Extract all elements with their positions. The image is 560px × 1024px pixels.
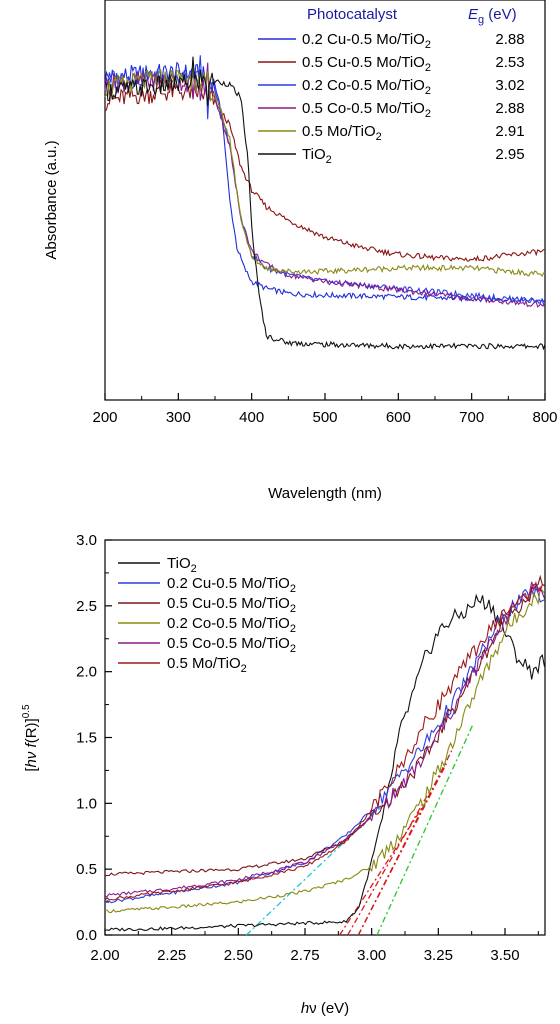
legend-label-bottom: TiO2 [167, 555, 197, 575]
x-tick-label-bottom: 2.00 [90, 947, 119, 964]
x-tick-label-top: 300 [166, 409, 191, 426]
x-axis-top: 200 300 400 500 600 700 800 [92, 393, 558, 426]
x-tick-label-top: 600 [386, 409, 411, 426]
legend-label-bottom: 0.2 Cu-0.5 Mo/TiO2 [167, 575, 296, 595]
series-group-top [104, 55, 546, 351]
legend-eg-value: 2.95 [495, 146, 524, 163]
x-tick-label-top: 800 [532, 409, 557, 426]
legend-label-bottom: 0.5 Mo/TiO2 [167, 655, 247, 675]
legend-label-bottom: 0.5 Co-0.5 Mo/TiO2 [167, 635, 296, 655]
x-tick-label-bottom: 3.50 [490, 947, 519, 964]
y-axis-label-top: Absorbance (a.u.) [43, 140, 60, 259]
tauc-fit-line [357, 750, 453, 936]
legend-label-top: 0.5 Co-0.5 Mo/TiO2 [302, 100, 431, 120]
legend-label-bottom: 0.5 Cu-0.5 Mo/TiO2 [167, 595, 296, 615]
legend-label-top: TiO2 [302, 146, 332, 166]
y-axis-bottom: 0.0 0.5 1.0 1.5 2.0 2.5 3.0 [76, 532, 112, 944]
chart-bottom: 2.00 2.25 2.50 2.75 3.00 3.25 3.50 0.0 0.5 1.0 1.… [21, 532, 546, 1017]
y-tick-label-bottom: 1.0 [76, 795, 97, 812]
tauc-fit-line [347, 789, 431, 936]
x-axis-label-bottom: hν (eV) [301, 1000, 349, 1017]
legend-label-top: 0.2 Co-0.5 Mo/TiO2 [302, 77, 431, 97]
x-tick-label-bottom: 2.25 [157, 947, 186, 964]
series-line-top [104, 56, 546, 351]
y-tick-label-bottom: 2.5 [76, 598, 97, 615]
y-tick-label-bottom: 1.5 [76, 730, 97, 747]
y-tick-label-bottom: 0.0 [76, 927, 97, 944]
x-tick-label-bottom: 2.50 [224, 947, 253, 964]
series-group-bottom [104, 574, 546, 932]
tauc-fit-line [376, 724, 474, 936]
x-tick-label-top: 200 [92, 409, 117, 426]
x-tick-label-bottom: 2.75 [290, 947, 319, 964]
series-line-bottom [104, 580, 546, 898]
series-line-top [104, 61, 546, 304]
x-axis-bottom: 2.00 2.25 2.50 2.75 3.00 3.25 3.50 [90, 928, 539, 964]
y-tick-label-bottom: 0.5 [76, 861, 97, 878]
legend-eg-value: 2.91 [495, 123, 524, 140]
legend-eg-value: 2.53 [495, 54, 524, 71]
x-tick-label-bottom: 3.00 [357, 947, 386, 964]
legend-label-top: 0.5 Mo/TiO2 [302, 123, 382, 143]
x-tick-label-top: 400 [239, 409, 264, 426]
legend-header-eg: Eg (eV) [468, 6, 517, 26]
legend-eg-value: 3.02 [495, 77, 524, 94]
legend-top: Photocatalyst Eg (eV) 0.2 Cu-0.5 Mo/TiO2… [258, 6, 525, 166]
legend-label-top: 0.2 Cu-0.5 Mo/TiO2 [302, 31, 431, 51]
x-tick-label-top: 500 [312, 409, 337, 426]
legend-eg-value: 2.88 [495, 31, 524, 48]
x-tick-label-bottom: 3.25 [424, 947, 453, 964]
series-line-bottom [104, 588, 545, 914]
y-tick-label-bottom: 2.0 [76, 664, 97, 681]
x-axis-label-top: Wavelength (nm) [268, 485, 382, 502]
y-tick-label-bottom: 3.0 [76, 532, 97, 549]
series-line-bottom [104, 593, 546, 932]
legend-label-bottom: 0.2 Co-0.5 Mo/TiO2 [167, 615, 296, 635]
series-line-bottom [104, 583, 545, 901]
y-axis-label-bottom: [hν f(R)]0.5 [21, 704, 40, 772]
x-tick-label-top: 700 [459, 409, 484, 426]
series-line-top [104, 59, 546, 278]
chart-top: 200 300 400 500 600 700 800 Absorbance (a.u.) … [43, 0, 558, 502]
legend-label-top: 0.5 Cu-0.5 Mo/TiO2 [302, 54, 431, 74]
legend-header-photocatalyst: Photocatalyst [307, 6, 398, 23]
legend-eg-value: 2.88 [495, 100, 524, 117]
series-line-top [104, 55, 546, 306]
